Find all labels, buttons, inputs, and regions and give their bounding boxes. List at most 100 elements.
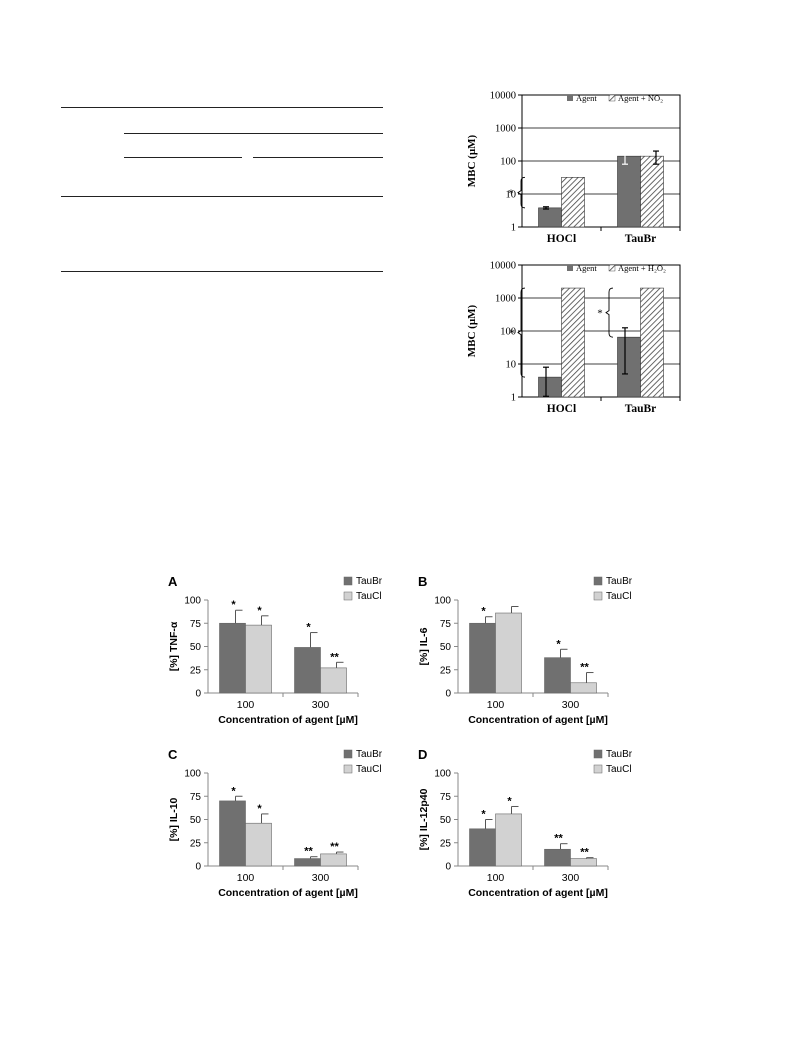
table-rule-header	[124, 133, 383, 134]
bar	[469, 828, 496, 867]
y-tick-label: 25	[190, 838, 202, 849]
significance-mark: *	[231, 599, 236, 611]
legend-label: TauBr	[606, 749, 633, 760]
legend-swatch	[593, 764, 603, 774]
table-rule-bottom	[61, 271, 383, 272]
panel-letter: B	[418, 574, 427, 589]
significance-mark: *	[556, 638, 561, 650]
x-tick-label: HOCl	[547, 233, 576, 245]
legend-swatch	[593, 749, 603, 759]
legend-swatch	[593, 576, 603, 586]
brace-path	[605, 287, 614, 338]
y-tick-label: 75	[440, 619, 452, 630]
table-rule-body	[61, 196, 383, 197]
y-axis-label: MBC (µM)	[466, 304, 478, 357]
y-tick-label: 0	[445, 862, 451, 873]
cytokine-chart-a: A 0 25 50 75 100 [%] TNF-α Concentration of age…	[168, 574, 383, 726]
y-axis-label: [%] IL-12p40	[418, 788, 430, 850]
significance-mark: *	[231, 785, 236, 797]
bar	[294, 858, 321, 867]
y-tick-label: 0	[195, 862, 201, 873]
x-tick-label: 300	[312, 699, 330, 711]
legend-swatch	[608, 264, 616, 272]
y-tick-label: 100	[184, 769, 201, 780]
x-tick-label: 100	[487, 872, 505, 884]
legend-label: TauCl	[606, 764, 632, 775]
significance-mark: **	[330, 651, 339, 663]
bar	[570, 858, 597, 867]
legend-label: Agent	[576, 263, 597, 273]
legend-label: TauCl	[606, 591, 632, 602]
x-axis-label: Concentration of agent [µM]	[468, 887, 608, 899]
y-tick-label: 50	[190, 642, 202, 653]
significance-mark: *	[481, 809, 486, 821]
x-tick-label: 100	[237, 699, 255, 711]
x-tick-label: 100	[237, 872, 255, 884]
y-tick-label: 100	[184, 596, 201, 607]
legend-label: Agent + H₂O₂	[618, 263, 666, 273]
y-tick-label: 75	[440, 792, 452, 803]
y-tick-label: 25	[190, 665, 202, 676]
bar	[640, 287, 664, 398]
significance-mark: *	[508, 188, 514, 200]
y-axis-label: MBC (µM)	[466, 134, 478, 187]
y-tick-label: 0	[195, 689, 201, 700]
y-tick-label: 100	[434, 769, 451, 780]
cytokine-chart-b: B 0 25 50 75 100 [%] IL-6 Concentration of agen…	[418, 574, 633, 726]
bar	[245, 822, 272, 867]
x-tick-label: 300	[312, 872, 330, 884]
significance-mark: *	[597, 308, 603, 320]
brace-path	[517, 176, 526, 209]
x-tick-label: 300	[562, 872, 580, 884]
legend-swatch	[343, 591, 353, 601]
significance-mark: **	[580, 662, 589, 674]
bar	[469, 622, 496, 694]
y-axis-label: [%] IL-6	[418, 627, 430, 665]
y-tick-label: 100	[500, 157, 516, 168]
x-axis-label: Concentration of agent [µM]	[468, 714, 608, 726]
bar	[617, 336, 641, 398]
bar	[617, 155, 641, 228]
x-tick-label: TauBr	[625, 233, 657, 245]
bar	[219, 622, 246, 694]
legend-label: TauCl	[356, 591, 382, 602]
y-tick-label: 100	[500, 327, 516, 338]
bar	[561, 177, 585, 228]
table-rule-subheader-right	[253, 157, 383, 158]
y-tick-label: 1000	[495, 294, 516, 305]
significance-mark: *	[257, 605, 262, 617]
table-rule-subheader-left	[124, 157, 242, 158]
bar	[294, 647, 321, 694]
legend-label: TauBr	[356, 749, 383, 760]
legend-label: TauBr	[356, 576, 383, 587]
y-tick-label: 25	[440, 838, 452, 849]
significance-mark: **	[580, 847, 589, 859]
y-axis-label: [%] TNF-α	[168, 621, 180, 671]
y-axis-label: [%] IL-10	[168, 797, 180, 841]
x-tick-label: 300	[562, 699, 580, 711]
bar	[495, 612, 522, 694]
y-tick-label: 0	[445, 689, 451, 700]
y-tick-label: 1	[511, 223, 516, 234]
significance-mark: **	[330, 841, 339, 853]
y-tick-label: 10000	[490, 261, 516, 272]
brace-path	[517, 287, 526, 378]
significance-mark: *	[481, 606, 486, 618]
bar	[495, 813, 522, 867]
significance-mark: *	[509, 328, 515, 340]
legend-swatch	[567, 265, 573, 271]
legend-swatch	[593, 591, 603, 601]
legend-swatch	[343, 576, 353, 586]
table-rule-top	[61, 107, 383, 108]
bar	[538, 376, 562, 398]
bar	[640, 155, 664, 228]
panel-letter: C	[168, 747, 178, 762]
y-tick-label: 75	[190, 619, 202, 630]
panel-letter: D	[418, 747, 427, 762]
legend-label: Agent + NO₂	[618, 93, 663, 103]
y-tick-label: 75	[190, 792, 202, 803]
bar	[219, 800, 246, 867]
bar	[320, 667, 347, 694]
significance-mark: *	[257, 803, 262, 815]
